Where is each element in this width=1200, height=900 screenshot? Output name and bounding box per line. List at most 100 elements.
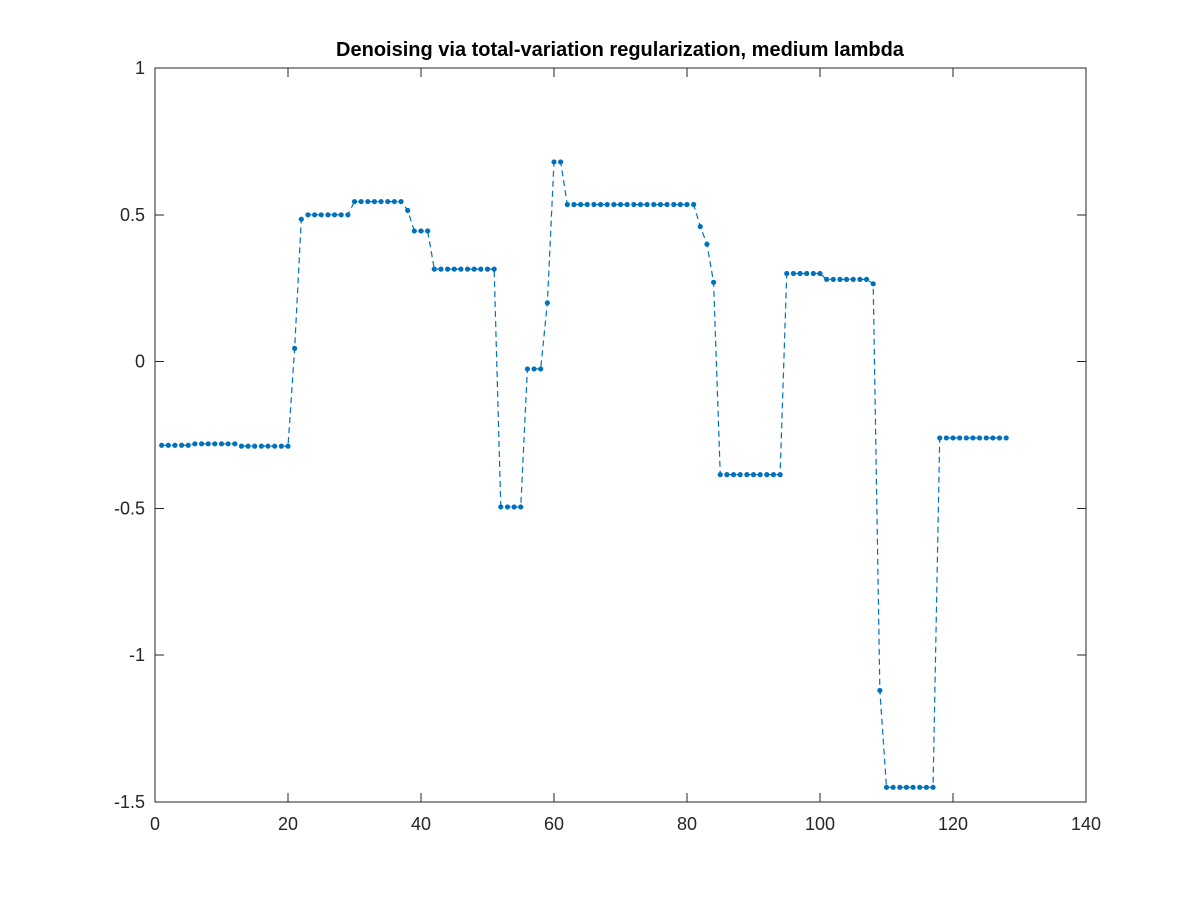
data-point [451, 266, 457, 272]
series-line [161, 161, 1007, 788]
y-tick-label: -1.5 [114, 792, 145, 812]
y-tick-label: 0 [135, 352, 145, 372]
data-point [232, 441, 238, 447]
data-point [464, 266, 471, 272]
data-point [684, 201, 690, 208]
data-point [498, 504, 504, 510]
data-point [192, 441, 198, 447]
data-point [511, 504, 517, 510]
data-point [983, 435, 989, 441]
data-point [850, 276, 856, 282]
data-point [744, 472, 750, 478]
data-point [604, 201, 610, 208]
data-point [218, 441, 225, 447]
data-point [405, 207, 411, 213]
data-point [159, 442, 165, 448]
data-point [810, 270, 816, 277]
chart-title: Denoising via total-variation regulariza… [336, 39, 905, 61]
data-point [977, 435, 983, 441]
data-point [877, 687, 883, 694]
data-point [391, 198, 397, 205]
data-point [970, 435, 976, 441]
data-point [943, 435, 949, 441]
data-point [212, 441, 218, 447]
data-point [431, 266, 437, 272]
data-point [478, 266, 484, 272]
data-point [378, 198, 384, 205]
x-tick-label: 40 [411, 814, 431, 834]
data-point [325, 212, 331, 218]
data-point [1003, 435, 1009, 441]
x-axis: 0 20 40 60 80 100 120 140 [150, 68, 1101, 834]
data-point [611, 201, 617, 208]
data-series [159, 159, 1009, 790]
data-point [631, 201, 637, 208]
data-point [870, 281, 876, 287]
data-point [292, 345, 298, 351]
data-point [338, 212, 344, 218]
data-point [425, 228, 431, 234]
data-point [737, 472, 743, 478]
data-point [730, 472, 737, 478]
data-point [797, 270, 803, 277]
y-tick-label: -0.5 [114, 498, 145, 518]
data-point [937, 435, 943, 441]
data-point [644, 201, 650, 208]
y-axis: 1 0.5 0 -0.5 -1 -1.5 [114, 58, 1086, 812]
data-point [704, 241, 710, 247]
data-point [305, 212, 311, 218]
data-point [345, 212, 351, 218]
data-point [930, 784, 936, 790]
data-point [883, 784, 890, 790]
data-point [750, 472, 757, 478]
data-point [491, 266, 497, 272]
data-point [278, 443, 284, 449]
x-tick-label: 80 [677, 814, 697, 834]
data-point [711, 279, 717, 285]
data-point [551, 159, 557, 165]
x-tick-label: 140 [1071, 814, 1101, 834]
data-point [844, 276, 850, 282]
data-point [863, 276, 870, 282]
data-point [371, 198, 378, 205]
data-point [411, 228, 417, 234]
data-point [651, 201, 657, 208]
data-point [784, 270, 790, 277]
data-point [258, 443, 264, 449]
data-point [790, 270, 797, 277]
data-point [198, 441, 205, 447]
data-point [624, 201, 630, 208]
data-point [179, 442, 185, 448]
data-point [238, 443, 245, 449]
data-point [691, 201, 697, 208]
data-point [418, 228, 424, 234]
x-tick-label: 120 [938, 814, 968, 834]
data-point [957, 435, 963, 441]
data-point [857, 276, 863, 282]
data-point [531, 366, 537, 372]
data-point [172, 442, 178, 448]
data-point [252, 443, 258, 449]
data-point [351, 198, 358, 205]
data-point [830, 276, 836, 282]
data-point [564, 201, 570, 208]
data-point [950, 435, 956, 441]
data-point [312, 212, 318, 218]
data-point [398, 198, 404, 205]
data-point [544, 300, 550, 306]
data-point [438, 266, 444, 272]
data-point [657, 201, 664, 208]
data-point [777, 472, 783, 478]
data-point [205, 441, 211, 447]
data-point [996, 435, 1003, 441]
data-point [558, 159, 564, 165]
data-point [764, 472, 770, 478]
data-point [910, 784, 916, 790]
data-point [385, 198, 391, 205]
data-point [518, 504, 524, 510]
data-point [897, 784, 903, 790]
y-tick-label: 0.5 [120, 205, 145, 225]
x-tick-label: 100 [805, 814, 835, 834]
plot-frame [154, 67, 1087, 803]
